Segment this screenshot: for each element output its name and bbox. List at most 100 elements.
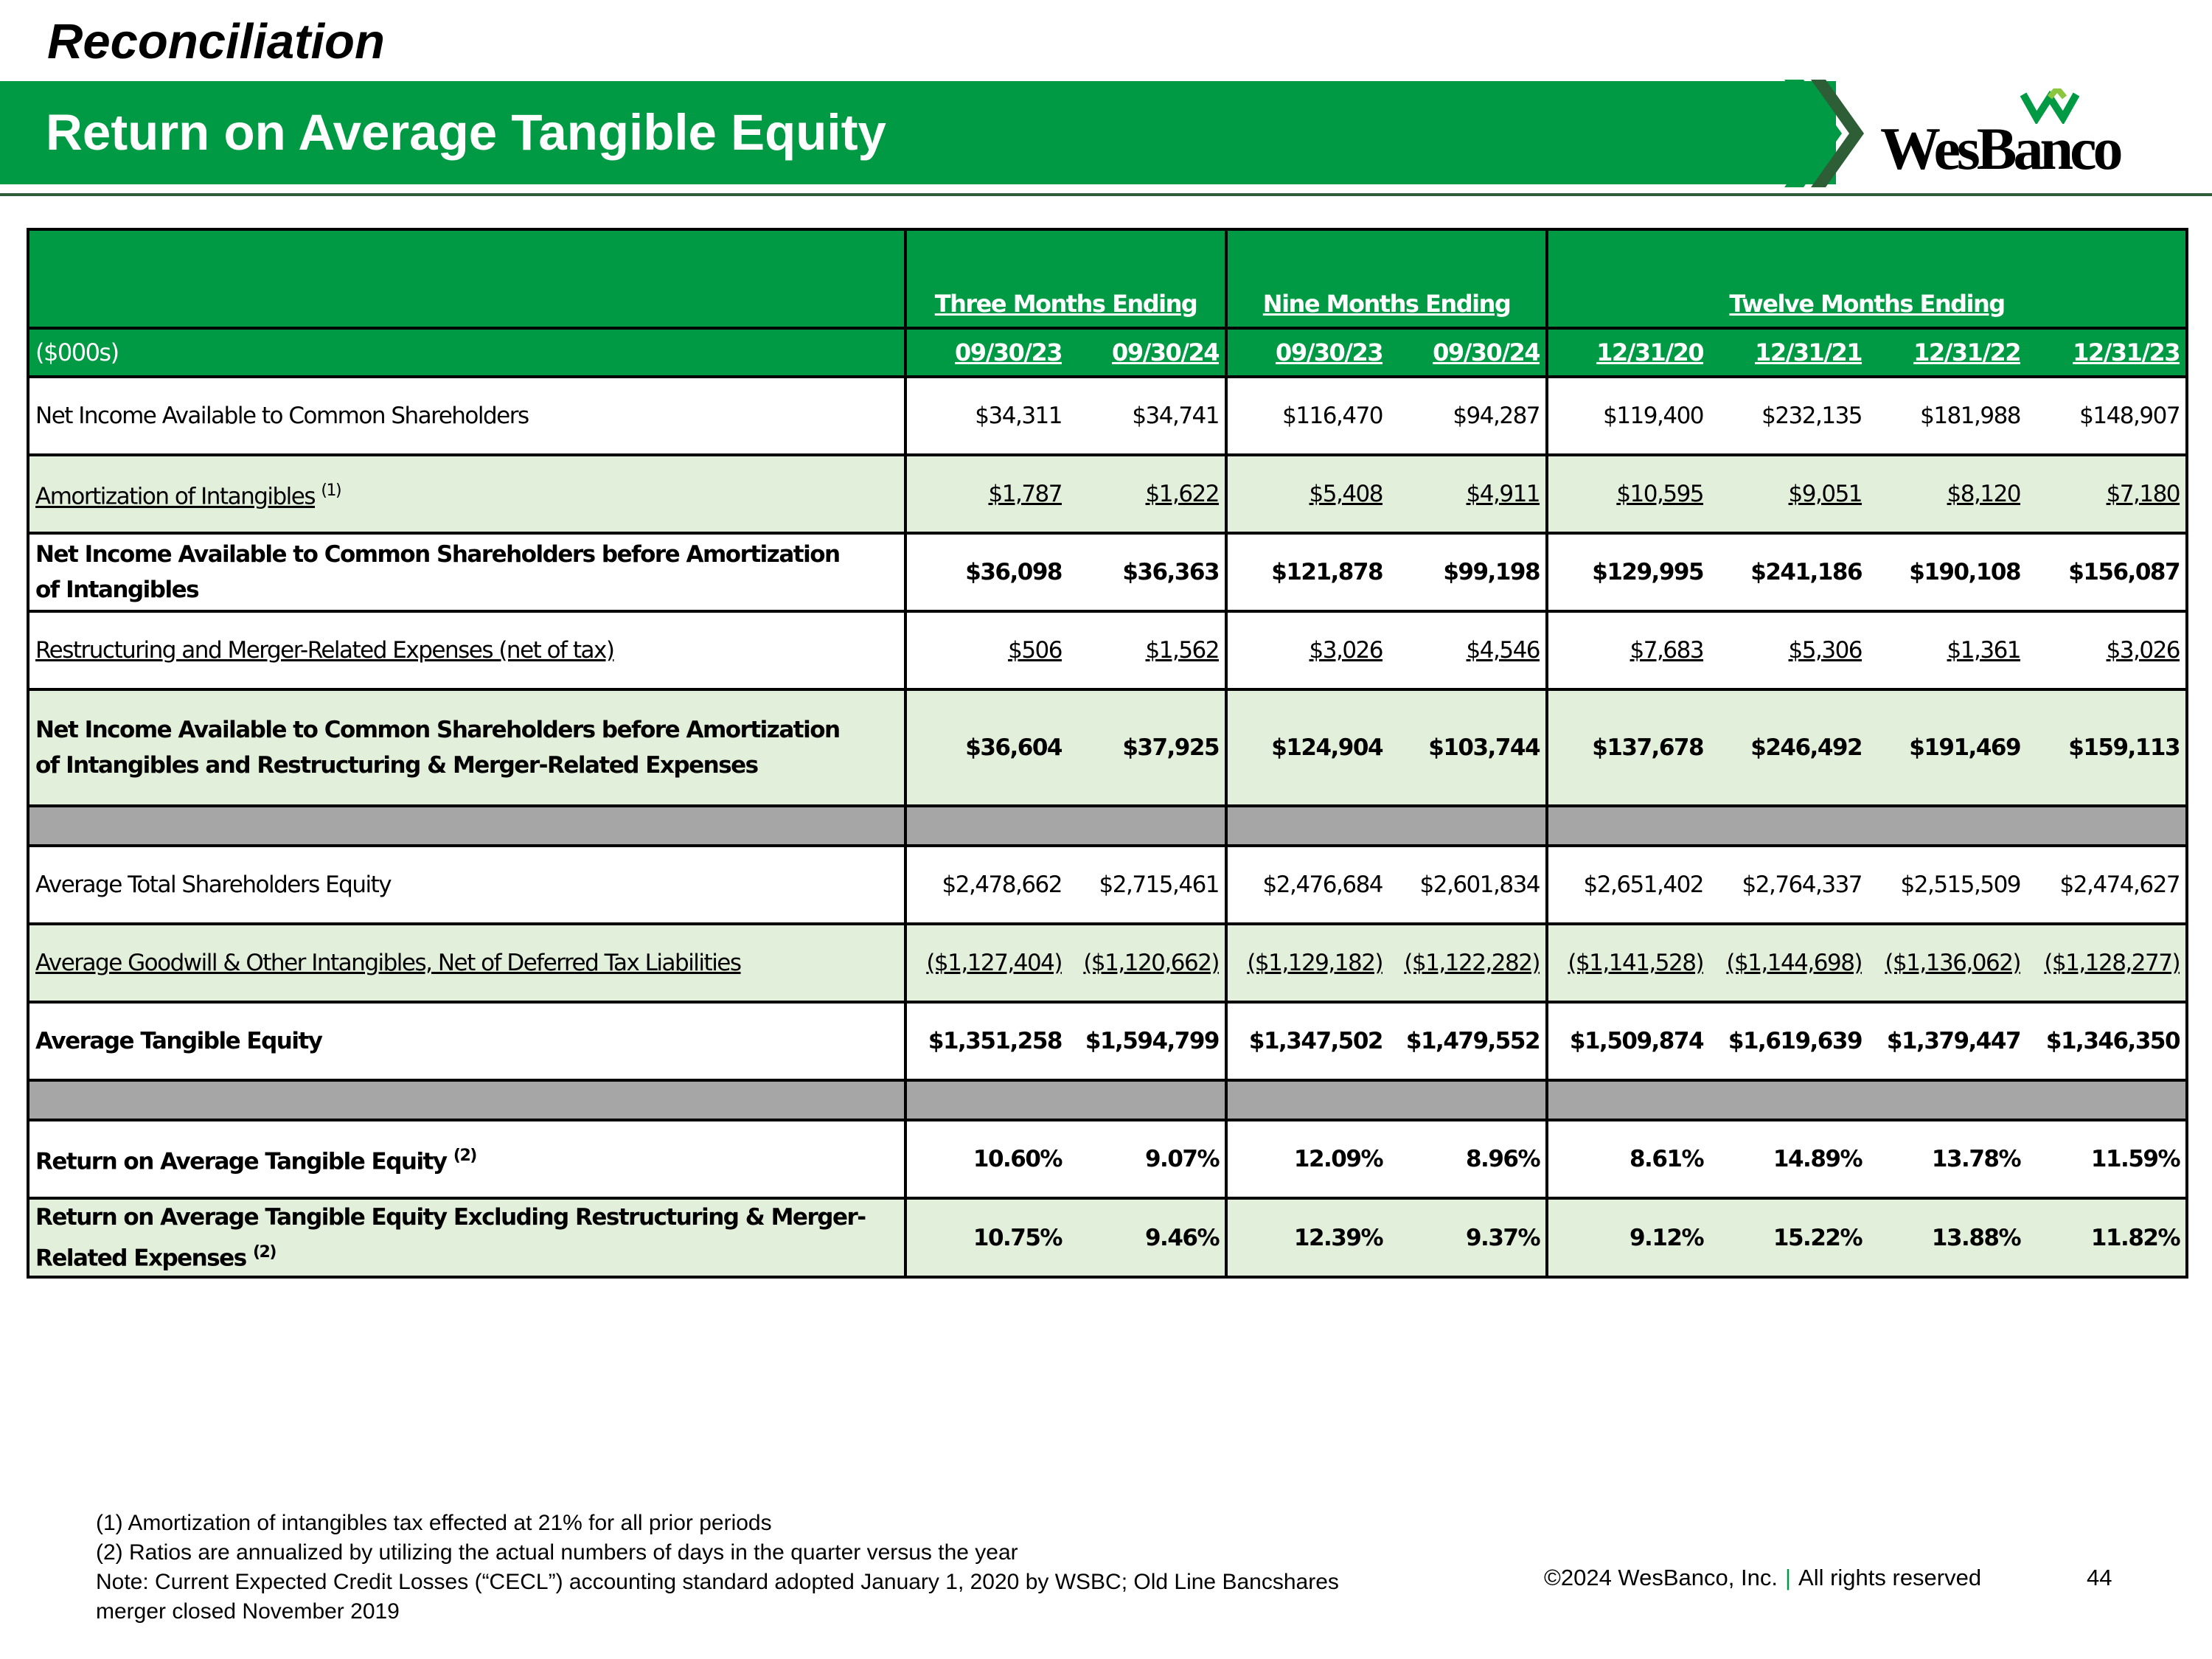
- cell-value: $1,379,447: [1868, 1001, 2027, 1082]
- footer-separator: |: [1784, 1565, 1792, 1590]
- logo-wordmark: WesBanco: [1880, 115, 2123, 182]
- cell-value: ($1,129,182): [1226, 922, 1389, 1004]
- date-header: 09/30/23: [904, 327, 1068, 378]
- cell-value: $5,408: [1226, 453, 1389, 535]
- table-row: Return on Average Tangible Equity Exclud…: [27, 1196, 2189, 1279]
- cell-value: ($1,141,528): [1547, 922, 1710, 1004]
- wesbanco-logo: WesBanco: [1873, 85, 2138, 182]
- cell-value: $181,988: [1868, 375, 2027, 456]
- cell-value: $129,995: [1547, 532, 1710, 613]
- cell-value: $159,113: [2026, 688, 2189, 807]
- row-label: Average Tangible Equity: [27, 1001, 907, 1082]
- title-banner: [0, 81, 1836, 184]
- cell-value: $232,135: [1709, 375, 1868, 456]
- cell-value: 10.75%: [904, 1196, 1068, 1279]
- spacer-row: [27, 1079, 2189, 1121]
- footnote: Note: Current Expected Credit Losses (“C…: [96, 1570, 1339, 1594]
- spacer-row: [27, 804, 2189, 847]
- cell-value: 8.96%: [1388, 1119, 1549, 1200]
- cell-value: 12.39%: [1226, 1196, 1389, 1279]
- cell-value: $10,595: [1547, 453, 1710, 535]
- table-row: Net Income Available to Common Sharehold…: [27, 532, 2189, 613]
- cell-value: 8.61%: [1547, 1119, 1710, 1200]
- date-header: 09/30/24: [1388, 327, 1549, 378]
- cell-value: $7,180: [2026, 453, 2189, 535]
- cell-value: ($1,128,277): [2026, 922, 2189, 1004]
- date-header: 09/30/24: [1068, 327, 1228, 378]
- table-row: Average Total Shareholders Equity $2,478…: [27, 844, 2189, 925]
- cell-value: $1,479,552: [1388, 1001, 1549, 1082]
- cell-value: $34,741: [1068, 375, 1228, 456]
- cell-value: $36,604: [904, 688, 1068, 807]
- cell-value: $1,509,874: [1547, 1001, 1710, 1082]
- cell-value: $1,346,350: [2026, 1001, 2189, 1082]
- row-label: Return on Average Tangible Equity (2): [27, 1119, 907, 1200]
- header-blank-cell: [27, 228, 907, 328]
- cell-value: 9.37%: [1388, 1196, 1549, 1279]
- cell-value: ($1,136,062): [1868, 922, 2027, 1004]
- cell-value: $2,476,684: [1226, 844, 1389, 925]
- cell-value: ($1,144,698): [1709, 922, 1868, 1004]
- cell-value: 9.07%: [1068, 1119, 1228, 1200]
- section-kicker: Reconciliation: [47, 14, 385, 69]
- cell-value: $37,925: [1068, 688, 1228, 807]
- table-row: Restructuring and Merger-Related Expense…: [27, 610, 2189, 691]
- cell-value: $34,311: [904, 375, 1068, 456]
- row-label: Amortization of Intangibles (1): [27, 453, 907, 535]
- cell-value: ($1,122,282): [1388, 922, 1549, 1004]
- cell-value: $506: [904, 610, 1068, 691]
- page-title: Return on Average Tangible Equity: [46, 104, 886, 161]
- cell-value: $191,469: [1868, 688, 2027, 807]
- footnote: merger closed November 2019: [96, 1599, 400, 1624]
- header-rule: [0, 193, 2212, 196]
- cell-value: $190,108: [1868, 532, 2027, 613]
- cell-value: $137,678: [1547, 688, 1710, 807]
- reconciliation-table: Three Months Ending Nine Months Ending T…: [27, 228, 2189, 1279]
- footnote: (1) Amortization of intangibles tax effe…: [96, 1511, 772, 1535]
- cell-value: $1,361: [1868, 610, 2027, 691]
- row-label: Net Income Available to Common Sharehold…: [27, 532, 907, 613]
- rights-text: All rights reserved: [1798, 1565, 1982, 1590]
- cell-value: $1,787: [904, 453, 1068, 535]
- table-row: Amortization of Intangibles (1) $1,787 $…: [27, 453, 2189, 535]
- cell-value: $99,198: [1388, 532, 1549, 613]
- cell-value: $2,474,627: [2026, 844, 2189, 925]
- date-header: 12/31/23: [2026, 327, 2189, 378]
- row-label: Net Income Available to Common Sharehold…: [27, 688, 907, 807]
- copyright-text: ©2024 WesBanco, Inc.: [1544, 1565, 1778, 1590]
- cell-value: $3,026: [1226, 610, 1389, 691]
- cell-value: $119,400: [1547, 375, 1710, 456]
- table-row: Average Goodwill & Other Intangibles, Ne…: [27, 922, 2189, 1004]
- table-row: Return on Average Tangible Equity (2) 10…: [27, 1119, 2189, 1200]
- date-header: 09/30/23: [1225, 327, 1389, 378]
- cell-value: $36,098: [904, 532, 1068, 613]
- row-label: Average Total Shareholders Equity: [27, 844, 907, 925]
- copyright-line: ©2024 WesBanco, Inc. | All rights reserved: [1544, 1565, 1981, 1591]
- cell-value: $148,907: [2026, 375, 2189, 456]
- cell-value: $246,492: [1709, 688, 1868, 807]
- logo-w-mark-icon: [2020, 88, 2080, 124]
- footnote: (2) Ratios are annualized by utilizing t…: [96, 1540, 1018, 1565]
- cell-value: 14.89%: [1709, 1119, 1868, 1200]
- cell-value: $36,363: [1068, 532, 1228, 613]
- cell-value: $116,470: [1226, 375, 1389, 456]
- date-header: 12/31/22: [1868, 327, 2027, 378]
- row-label: Restructuring and Merger-Related Expense…: [27, 610, 907, 691]
- cell-value: $1,562: [1068, 610, 1228, 691]
- page-number: 44: [2087, 1565, 2112, 1590]
- cell-value: ($1,127,404): [904, 922, 1068, 1004]
- cell-value: 9.12%: [1547, 1196, 1710, 1279]
- cell-value: $2,478,662: [904, 844, 1068, 925]
- cell-value: $4,546: [1388, 610, 1549, 691]
- cell-value: ($1,120,662): [1068, 922, 1228, 1004]
- table-row: Net Income Available to Common Sharehold…: [27, 375, 2189, 456]
- cell-value: $3,026: [2026, 610, 2189, 691]
- cell-value: 12.09%: [1226, 1119, 1389, 1200]
- cell-value: $1,594,799: [1068, 1001, 1228, 1082]
- cell-value: $7,683: [1547, 610, 1710, 691]
- cell-value: $4,911: [1388, 453, 1549, 535]
- banner-chevron-icon: [1784, 80, 1864, 187]
- cell-value: $103,744: [1388, 688, 1549, 807]
- cell-value: $2,601,834: [1388, 844, 1549, 925]
